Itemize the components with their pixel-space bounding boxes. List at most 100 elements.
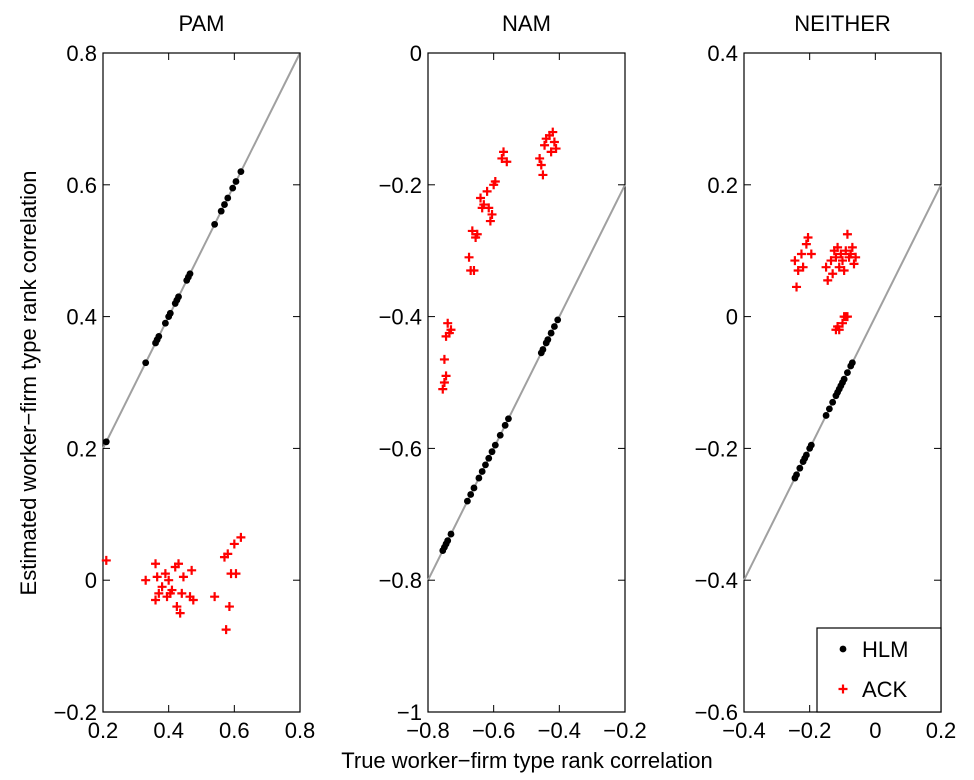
hlm-point — [161, 319, 169, 327]
ack-point — [849, 259, 859, 269]
ack-point — [838, 256, 847, 266]
ack-point — [833, 242, 843, 252]
x-tick-label: −0.2 — [788, 718, 831, 743]
ack-point — [836, 249, 846, 259]
axes-frame — [102, 52, 301, 713]
panel-title: NEITHER — [794, 11, 891, 36]
hlm-point — [102, 438, 110, 446]
hlm-point — [547, 329, 555, 337]
ack-point — [839, 265, 849, 275]
hlm-point — [848, 359, 856, 367]
y-tick-label: 0 — [726, 305, 738, 330]
ack-point — [467, 226, 477, 236]
ack-point — [546, 147, 556, 157]
ack-point — [806, 249, 816, 259]
ack-point — [838, 318, 847, 328]
ack-point — [443, 318, 453, 328]
ack-point — [446, 325, 456, 335]
ack-point — [231, 569, 241, 579]
x-tick-label: −0.4 — [538, 718, 581, 743]
hlm-point — [505, 415, 512, 423]
y-tick-label: −1 — [397, 700, 422, 725]
y-tick-label: 0.2 — [707, 173, 738, 198]
ack-point — [828, 269, 838, 279]
ack-point — [187, 565, 197, 575]
hlm-point — [186, 270, 194, 278]
ack-point — [236, 532, 246, 542]
y-tick-label: 0.2 — [66, 436, 97, 461]
ack-point — [152, 572, 162, 582]
ack-point — [842, 312, 852, 322]
ack-point — [796, 249, 806, 259]
ack-point — [164, 575, 174, 585]
ack-point — [834, 325, 844, 335]
ack-point — [223, 549, 233, 559]
ack-point — [482, 186, 492, 196]
identity-line — [427, 184, 626, 581]
ack-point — [792, 282, 802, 292]
legend: HLM ACK — [816, 627, 942, 713]
panel-title: NAM — [502, 11, 551, 36]
ack-point — [502, 157, 512, 167]
y-tick-label: −0.2 — [379, 173, 422, 198]
ack-point — [175, 608, 185, 618]
x-tick-label: 0.4 — [153, 718, 184, 743]
hlm-point — [221, 201, 228, 208]
ack-point — [803, 233, 813, 243]
ack-point — [485, 216, 495, 226]
hlm-point — [554, 316, 562, 324]
y-tick-label: 0.4 — [66, 305, 97, 330]
ack-point — [846, 249, 856, 259]
hlm-point — [478, 468, 486, 475]
hlm-point — [544, 336, 552, 344]
ack-point — [210, 592, 220, 602]
hlm-point — [444, 537, 452, 545]
y-tick-label: −0.4 — [695, 568, 738, 593]
legend-ack-marker — [838, 684, 848, 694]
hlm-point — [447, 530, 455, 538]
x-tick-label: 0.8 — [285, 718, 316, 743]
ack-point — [821, 262, 831, 272]
ack-point — [487, 209, 497, 219]
x-tick-label: 0.6 — [219, 718, 250, 743]
hlm-point — [807, 441, 815, 449]
hlm-point — [217, 207, 225, 215]
y-tick-label: −0.8 — [379, 568, 422, 593]
ack-point — [536, 160, 546, 170]
ack-point — [438, 384, 448, 394]
ack-point — [479, 200, 489, 210]
ack-point — [847, 242, 857, 252]
ack-point — [497, 153, 507, 163]
ack-point — [540, 140, 550, 150]
y-tick-label: −0.6 — [379, 436, 422, 461]
ack-point — [472, 229, 482, 239]
panel-pam: 0.2 0.4 0.6 0.8 −0.2 0 0.2 0.4 0.6 0.8 PAM — [54, 11, 316, 743]
ack-point — [798, 262, 808, 272]
x-tick-label: −0.2 — [603, 718, 646, 743]
hlm-point — [551, 323, 558, 330]
x-axis-label: True worker−firm type rank correlation — [341, 748, 712, 773]
y-tick-label: 0.4 — [707, 41, 738, 66]
ack-point — [160, 569, 170, 579]
ack-point — [177, 588, 187, 598]
x-tick-label: −0.4 — [722, 718, 765, 743]
identity-line — [102, 52, 301, 449]
hlm-point — [822, 412, 830, 419]
ack-point — [151, 595, 161, 605]
ack-point — [535, 153, 545, 163]
hlm-point — [491, 441, 499, 449]
ack-point — [476, 193, 486, 203]
ack-point — [793, 265, 803, 275]
hlm-point — [796, 464, 804, 472]
ack-point — [188, 595, 198, 605]
y-tick-label: 0 — [410, 41, 422, 66]
ack-point — [826, 256, 836, 266]
hlm-point — [802, 451, 810, 459]
ack-point — [172, 602, 182, 612]
ack-point — [841, 246, 851, 256]
x-tick-label: 0.2 — [926, 718, 957, 743]
ack-point — [157, 582, 167, 592]
ack-point — [499, 147, 509, 157]
